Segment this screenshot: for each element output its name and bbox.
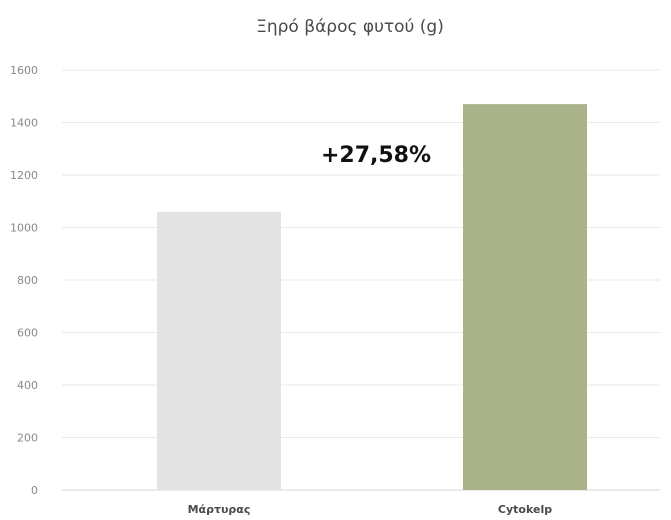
increase-annotation: +27,58%	[321, 143, 431, 168]
y-axis-ticks: 0 200 400 600 800 1000 1200 1400 1600	[10, 64, 38, 497]
y-tick-label: 800	[17, 274, 38, 287]
y-tick-label: 1000	[10, 222, 38, 235]
bars	[157, 104, 587, 490]
x-category-label: Cytokelp	[498, 503, 552, 516]
chart-title: Ξηρό βάρος φυτού (g)	[256, 17, 444, 37]
y-tick-label: 1600	[10, 64, 38, 77]
y-tick-label: 400	[17, 379, 38, 392]
y-tick-label: 1200	[10, 169, 38, 182]
y-tick-label: 600	[17, 327, 38, 340]
x-axis-categories: Μάρτυρας Cytokelp	[188, 503, 553, 516]
bar-cytokelp	[463, 104, 587, 490]
bar-control	[157, 211, 281, 490]
y-tick-label: 0	[31, 484, 38, 497]
x-category-label: Μάρτυρας	[188, 503, 251, 516]
y-tick-label: 1400	[10, 117, 38, 130]
y-tick-label: 200	[17, 432, 38, 445]
